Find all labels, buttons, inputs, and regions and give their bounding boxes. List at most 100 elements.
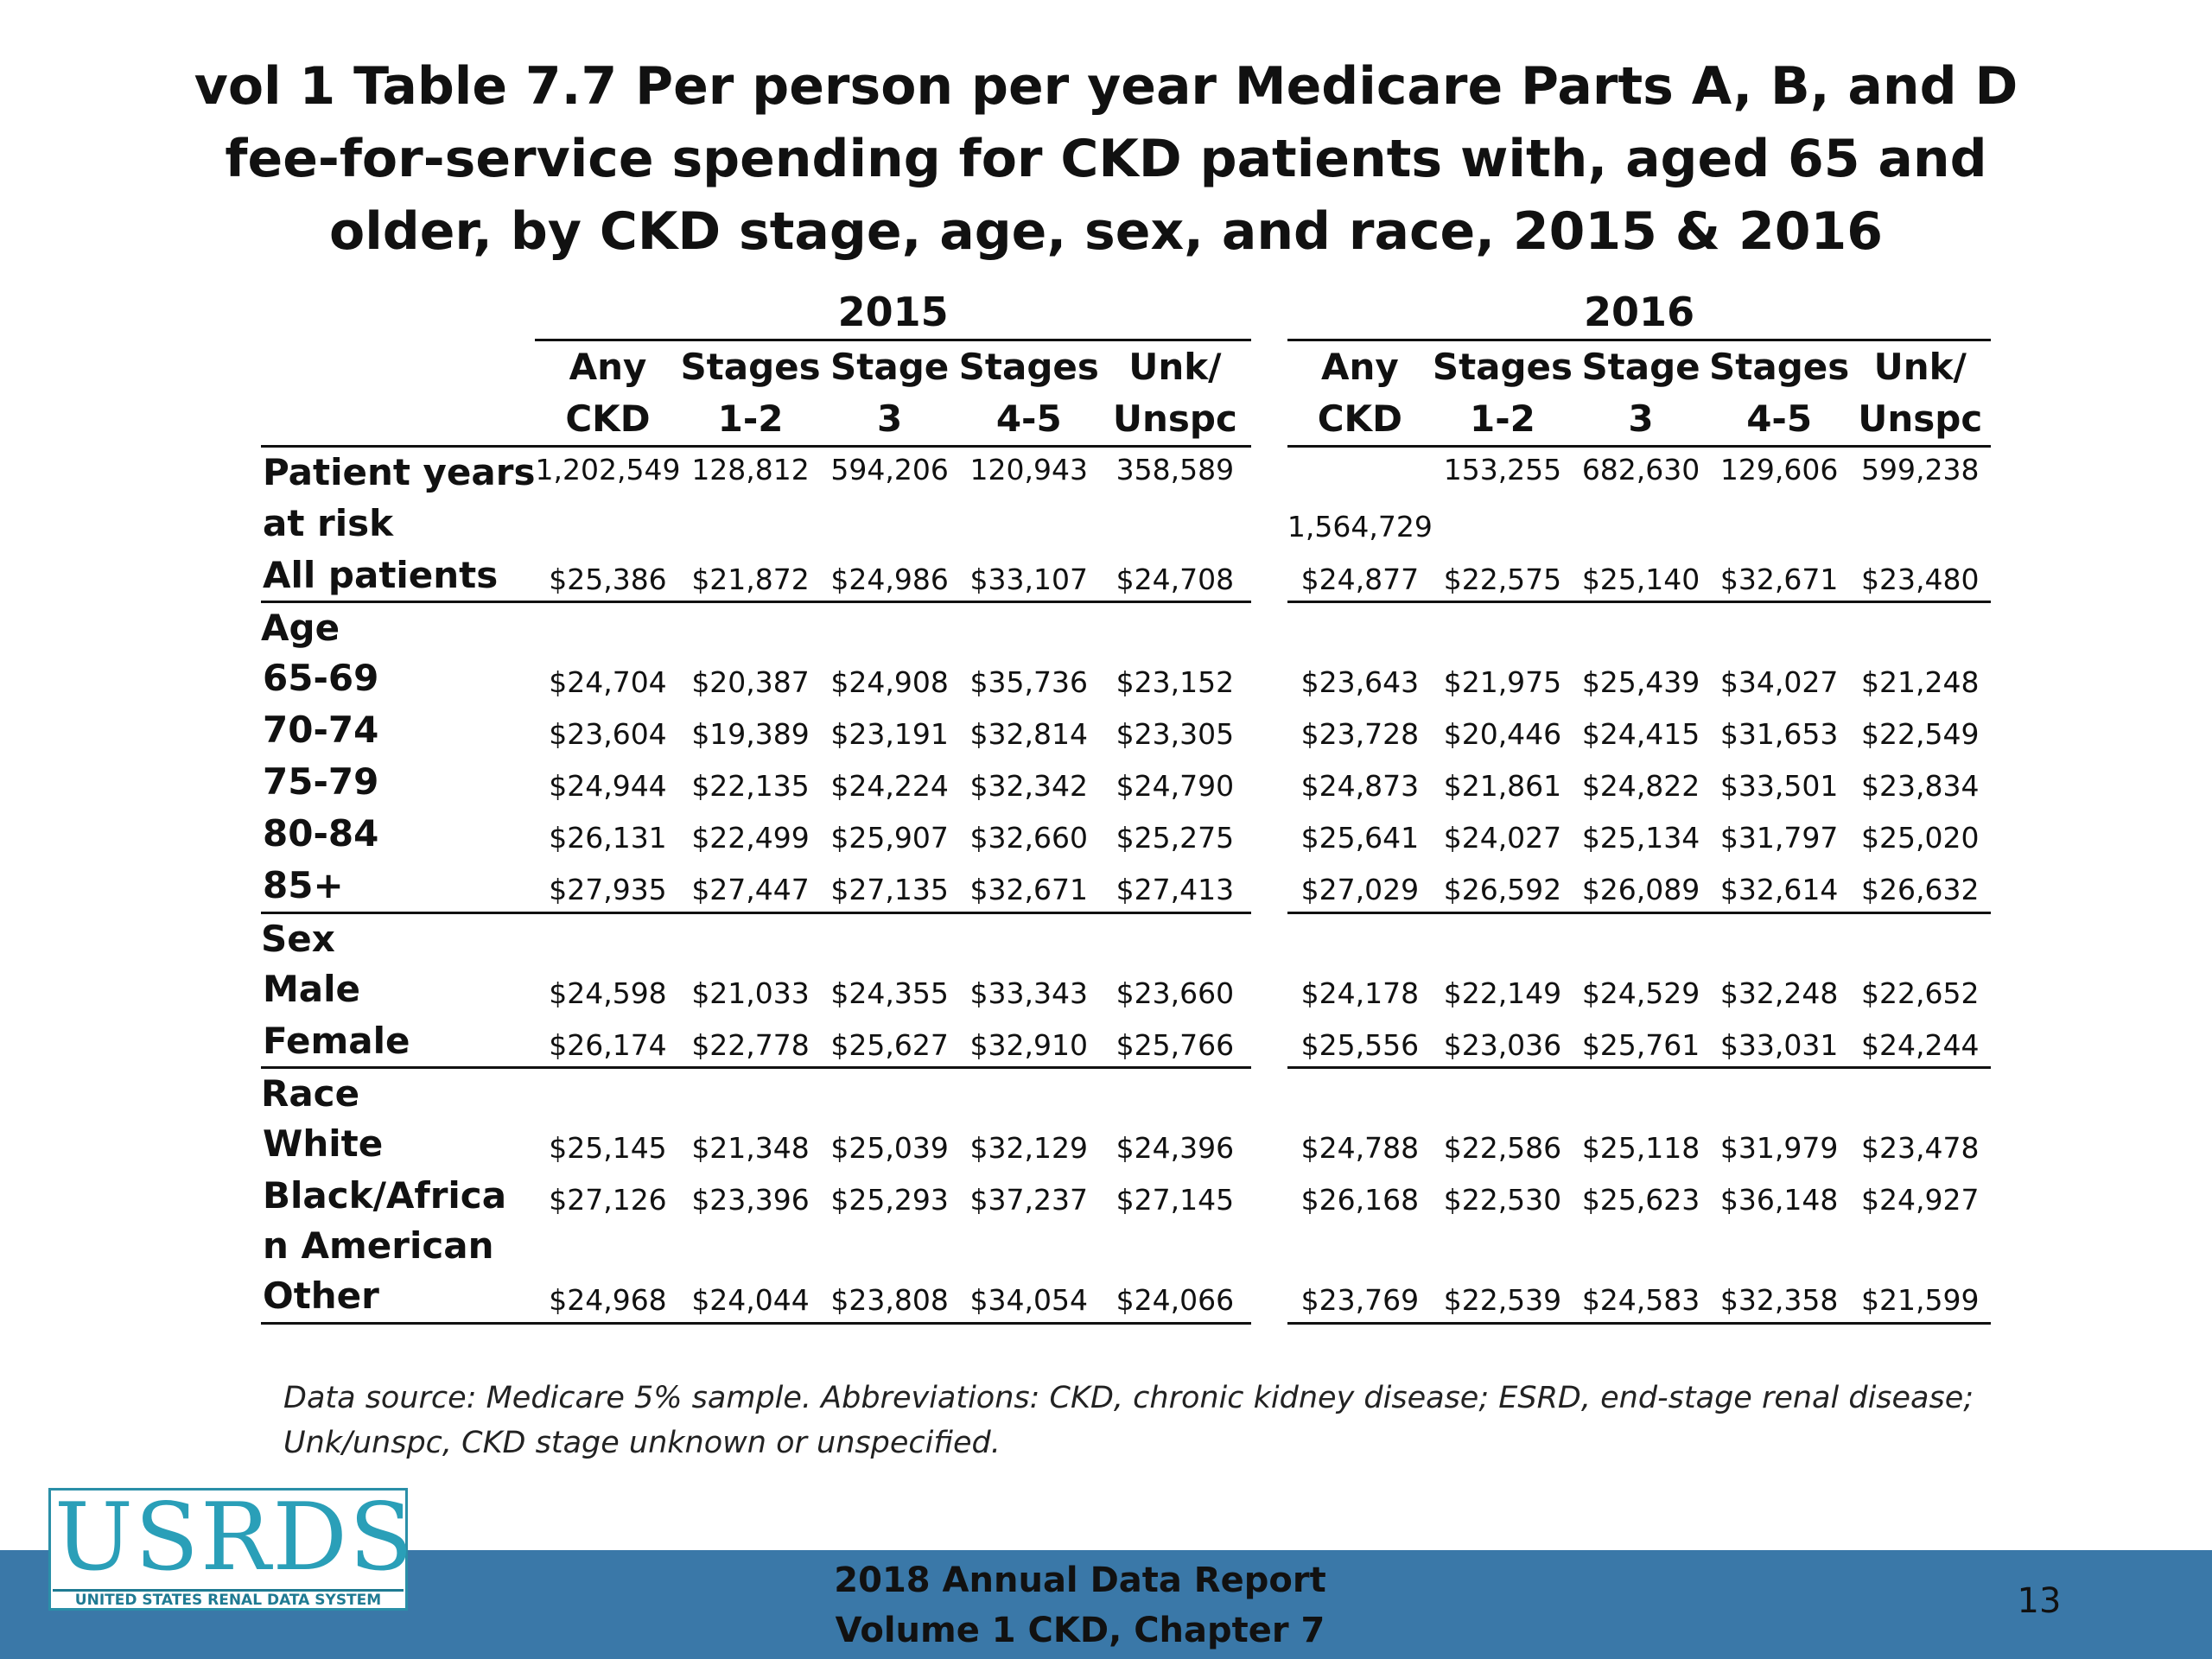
value-2015: $24,044 [680,1271,821,1325]
value-2016: $32,358 [1709,1271,1850,1325]
value-2015: $21,033 [691,976,810,1010]
value-2015: $32,660 [969,821,1088,855]
patient-years-row-cont: at risk [261,499,1991,550]
value-2016: $22,149 [1443,976,1562,1010]
row-label-text: Black/Africa [263,1174,507,1217]
value-2015: $24,355 [830,976,949,1010]
blank-cell [1099,1068,1251,1120]
value-2016: $26,632 [1849,861,1992,914]
patient-years-2015-value: 128,812 [691,453,810,486]
all-patients-2016-value: $25,140 [1573,550,1710,603]
column-gap [1251,1119,1287,1171]
value-2015: $23,396 [691,1183,810,1217]
year-2016-header: 2016 [1287,275,1992,341]
value-2015: $25,627 [820,1015,959,1069]
value-2015: $34,054 [958,1271,1099,1325]
column-gap [1251,912,1287,964]
column-header-row-2: CKD 1-2 3 4-5 Unspc CKD 1-2 3 4-5 Unspc [261,393,1992,448]
value-2015: $35,736 [969,665,1088,699]
data-row: Black/Africa n American $27,126 $23,396 $25,… [261,1171,1991,1271]
section-header-row: Age [261,602,1991,654]
value-2015: $23,305 [1116,717,1235,751]
all-patients-2016-value: $24,877 [1287,550,1433,603]
value-2016: $20,446 [1443,717,1562,751]
column-gap [1251,1171,1287,1271]
blank-cell [1099,912,1251,964]
value-2015: $37,237 [969,1183,1088,1217]
value-2016: $21,248 [1861,665,1980,699]
column-gap [1251,393,1287,447]
patient-years-2016-value: 599,238 [1861,453,1980,486]
all-patients-2015-value: $24,708 [1098,550,1251,603]
blank-cell [821,912,959,964]
corner-blank [261,340,535,394]
value-2016: $23,728 [1300,717,1420,751]
row-label-text: 85+ [263,864,344,906]
column-header: Any [569,346,647,388]
value-2015: $25,275 [1116,821,1235,855]
row-label: Black/Africa n American [261,1171,535,1271]
column-gap [1251,809,1287,861]
value-2015: $24,944 [549,769,667,803]
value-2015: $32,814 [969,717,1088,751]
row-label: 75-79 [261,757,535,809]
all-patients-2015-value: $21,872 [680,550,821,603]
value-2016: $25,118 [1581,1131,1700,1165]
value-2016: $33,501 [1719,769,1839,803]
value-2016: $25,134 [1581,821,1700,855]
value-2016: $23,834 [1861,769,1980,803]
row-label-text: White [263,1122,384,1165]
value-2015: $27,126 [549,1183,667,1217]
value-2016: $24,873 [1300,769,1420,803]
value-2015: $24,790 [1116,769,1235,803]
value-2016: $22,652 [1861,976,1980,1010]
value-2015: $24,224 [830,769,949,803]
row-label: Other [261,1271,536,1325]
logo-wordmark: USRDS [54,1484,415,1592]
value-2016: $23,769 [1287,1271,1433,1325]
value-2015: $22,499 [691,821,810,855]
blank-cell [1287,602,1433,654]
column-header: Stages [1709,346,1850,388]
row-label-text: Male [263,967,361,1010]
all-patients-2015-value: $25,386 [535,550,681,603]
patient-years-2015-value: 120,943 [969,453,1088,486]
row-label-text: Female [263,1019,410,1062]
column-gap [1251,705,1287,757]
value-2016: $25,761 [1573,1015,1710,1069]
value-2016: $23,643 [1300,665,1420,699]
value-2015: $25,766 [1098,1015,1251,1069]
column-gap [1251,1016,1287,1068]
blank-cell [821,602,959,654]
blank-cell [1573,912,1709,964]
row-label: White [261,1119,535,1171]
value-2016: $24,178 [1300,976,1420,1010]
blank-cell [959,1068,1099,1120]
data-row: 80-84 $26,131 $22,499 $25,907 $32,660 $25,275… [261,809,1991,861]
blank-cell [1709,602,1849,654]
value-2016: $23,478 [1861,1131,1980,1165]
value-2016: $25,556 [1287,1015,1433,1069]
usrds-logo: USRDS UNITED STATES RENAL DATA SYSTEM [48,1484,415,1611]
value-2015: $25,145 [549,1131,667,1165]
value-2016: $24,583 [1573,1271,1710,1325]
value-2015: $24,704 [549,665,667,699]
value-2015: $21,348 [691,1131,810,1165]
footer-line-2: Volume 1 CKD, Chapter 7 [835,1611,1325,1650]
all-patients-2016-value: $32,671 [1709,550,1850,603]
patient-years-2015-value: 358,589 [1116,453,1235,486]
value-2016: $26,089 [1573,861,1710,914]
value-2016: $24,027 [1443,821,1562,855]
value-2016: $26,592 [1432,861,1573,914]
blank-cell [535,1068,680,1120]
column-header: Any [1320,346,1399,388]
column-header: 4-5 [958,393,1099,448]
value-2015: $20,387 [691,665,810,699]
value-2015: $27,447 [680,861,821,914]
value-2016: $25,641 [1300,821,1420,855]
row-label: Female [261,1015,536,1069]
value-2016: $21,861 [1443,769,1562,803]
value-2015: $23,191 [830,717,949,751]
value-2015: $25,907 [830,821,949,855]
blank-cell [680,1068,820,1120]
